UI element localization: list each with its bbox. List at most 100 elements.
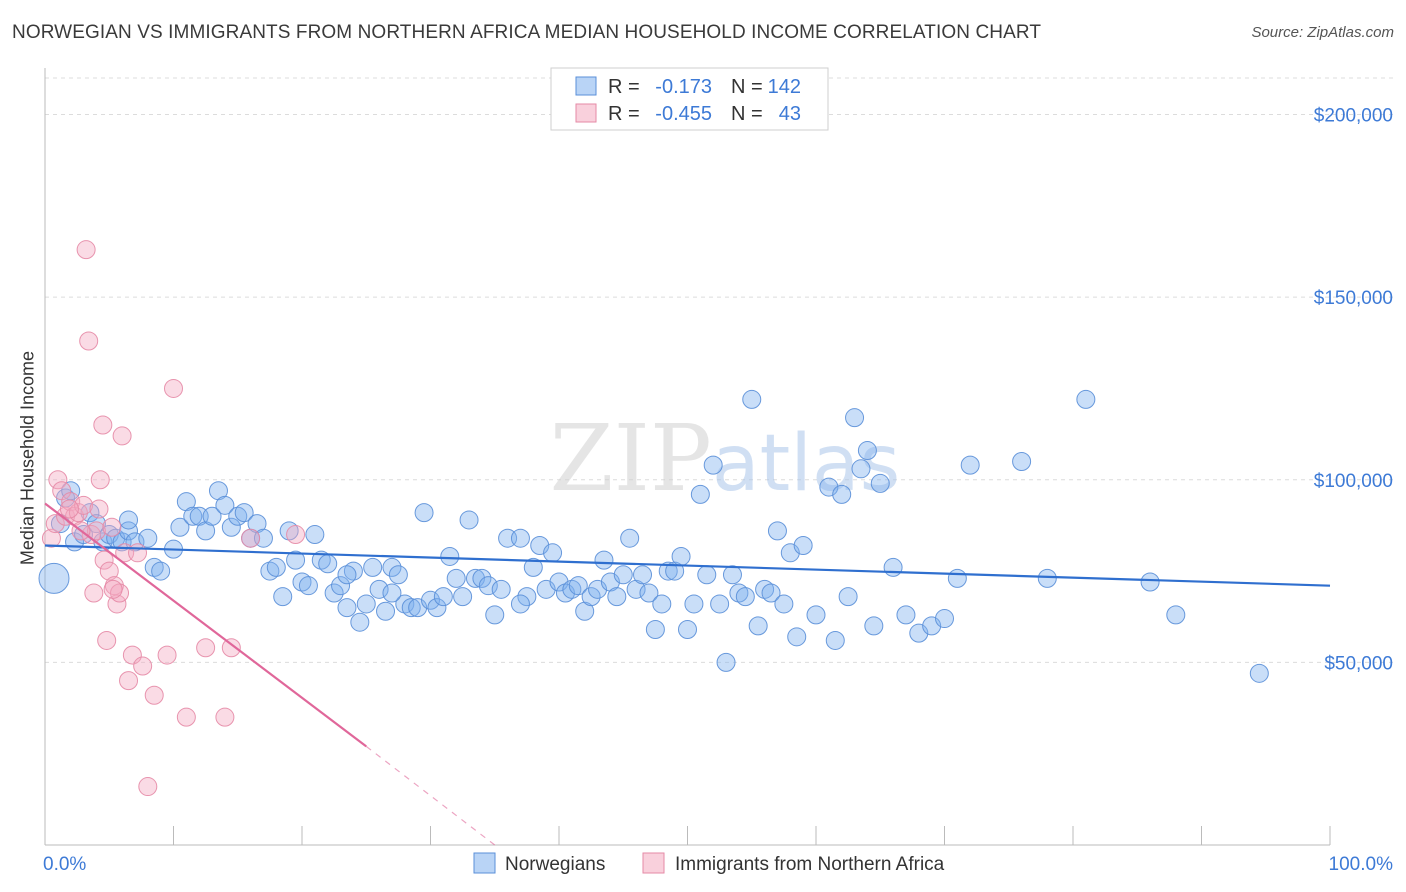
immigrant-point [164,378,183,398]
immigrant-point [59,499,79,519]
norwegian-point [543,543,563,563]
norwegian-point [376,601,396,621]
immigrant-point [196,638,216,658]
series-layer [38,240,1269,797]
chart-title: NORWEGIAN VS IMMIGRANTS FROM NORTHERN AF… [12,22,1042,43]
norwegian-point [337,565,357,585]
immigrant-point [133,656,153,676]
y-tick-label: $100,000 [1314,471,1393,492]
norwegian-point [960,455,980,475]
immigrant-point [110,583,130,603]
norwegian-point [883,557,903,577]
immigrant-point [61,492,81,512]
norwegian-point [459,510,479,530]
norwegian-point [857,441,877,461]
immigrant-point [144,685,164,705]
legend-swatch [575,76,597,96]
immigrant-point [97,630,117,650]
immigrants-trend-extension [365,745,496,846]
norwegian-point [639,583,659,603]
norwegian-point [119,510,139,530]
norwegian-point [234,503,254,523]
norwegian-point [273,587,293,607]
norwegian-point [755,579,775,599]
immigrant-point [74,495,94,515]
norwegian-point [645,620,665,640]
norwegian-point [658,561,678,581]
norwegian-point [748,616,768,636]
immigrant-point [41,528,61,548]
immigrant-point [286,525,306,545]
norwegian-point [221,517,241,537]
norwegian-point [896,605,916,625]
norwegian-point [266,557,286,577]
immigrant-point [99,561,119,581]
norwegian-point [851,459,871,479]
chart-source: Source: ZipAtlas.com [1251,24,1394,41]
y-tick-label: $200,000 [1314,106,1393,127]
norwegian-point [774,594,794,614]
immigrant-point [241,528,261,548]
norwegian-point [620,528,640,548]
norwegian-point [523,557,543,577]
norwegian-point [510,594,530,614]
norwegian-point [832,484,852,504]
norwegian-point [1012,452,1032,471]
norwegian-point [292,572,312,592]
legend-n-value: 142 [768,76,801,98]
norwegian-point [761,583,781,603]
norwegian-point [446,568,466,588]
norwegian-point [369,579,389,599]
norwegian-point [716,652,736,672]
norwegian-point [633,565,653,585]
norwegian-point [331,576,351,596]
norwegian-point [318,554,338,574]
norwegian-point [395,594,415,614]
norwegian-point [864,616,884,636]
immigrant-point [221,638,241,658]
norwegian-point [388,565,408,585]
norwegian-point [935,609,954,629]
x-tick-label-min: 0.0% [43,854,86,875]
immigrant-point [76,240,96,260]
stats-legend: R = -0.173 N = 142 R = -0.455 N = 43 [550,67,829,131]
norwegian-point [1037,568,1057,588]
norwegian-point [562,579,582,599]
norwegian-point [793,536,813,556]
norwegian-point [453,587,473,607]
norwegian-point [343,561,363,581]
norwegian-point [1249,663,1269,683]
norwegian-point [735,587,755,607]
norwegian-point [684,594,704,614]
norwegian-point [517,587,537,607]
axes [44,68,1331,846]
norwegian-point [421,590,440,610]
immigrant-point [48,470,68,490]
legend-r-value: -0.173 [655,76,712,98]
watermark: ZIPatlas [550,405,901,512]
norwegian-point [183,506,203,526]
norwegian-point [568,576,588,596]
norwegian-point [38,562,70,594]
norwegian-point [710,594,730,614]
norwegian-point [678,620,697,640]
norwegian-point [260,561,280,581]
norwegian-point [228,506,248,526]
bottom-legend-label: Immigrants from Northern Africa [675,854,945,875]
immigrant-point [112,426,132,446]
norwegian-point [1140,572,1160,592]
immigrant-point [90,470,110,490]
immigrant-point [107,594,127,614]
legend-swatch [575,103,597,123]
norwegian-point [690,484,710,504]
norwegian-point [607,587,627,607]
immigrant-point [215,707,235,727]
norwegians-trend-line [44,544,1331,587]
norwegian-point [742,389,762,409]
norwegian-point [1166,605,1186,625]
norwegian-point [485,605,505,625]
norwegian-point [382,583,402,603]
norwegian-point [472,568,492,588]
y-tick-label: $50,000 [1324,653,1393,674]
